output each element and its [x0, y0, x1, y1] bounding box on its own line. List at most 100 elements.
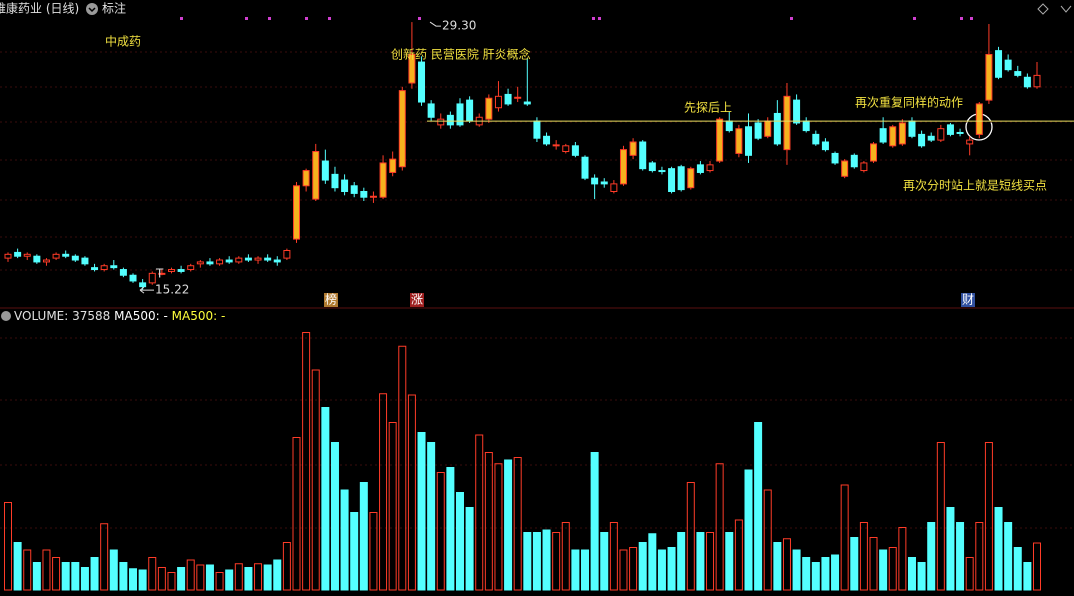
candle-body	[764, 120, 772, 137]
volume-bar	[234, 563, 243, 591]
volume-bar	[638, 542, 647, 591]
candle-body	[1033, 74, 1041, 88]
volume-bar	[657, 549, 666, 591]
candle-body	[687, 168, 695, 189]
volume-bar	[494, 463, 503, 591]
candle-body	[177, 269, 185, 272]
volume-header-part: -	[163, 309, 167, 323]
volume-bar	[52, 557, 61, 591]
menu-label[interactable]: 标注	[102, 1, 126, 16]
candle-body	[81, 257, 89, 265]
candle-body	[360, 190, 368, 198]
volume-bar	[148, 557, 157, 591]
volume-bar	[61, 562, 70, 591]
volume-bar	[350, 512, 359, 591]
candle-body	[23, 253, 31, 257]
volume-header: VOLUME: 37588 MA500: - MA500: -	[14, 309, 225, 323]
badge-bg	[961, 293, 975, 307]
badge: 榜	[325, 292, 337, 307]
candle-body	[706, 164, 714, 172]
candle-body	[754, 122, 762, 139]
candle-body	[466, 99, 474, 122]
volume-bar	[956, 522, 965, 591]
volume-bar	[302, 332, 311, 591]
candle-body	[62, 253, 70, 257]
volume-bar	[763, 489, 772, 591]
candle-body	[446, 114, 454, 126]
volume-bar	[609, 522, 618, 591]
stock-title: 维康药业 (日线)	[0, 1, 79, 16]
volume-bar	[455, 492, 464, 591]
volume-bar	[792, 549, 801, 591]
candle-body	[677, 166, 685, 191]
volume-bar	[282, 542, 291, 591]
volume-bar	[273, 559, 282, 591]
volume-bar	[581, 549, 590, 591]
candle-body	[293, 185, 301, 240]
candle-body	[562, 145, 570, 153]
candle-body	[783, 95, 791, 151]
volume-bar	[1004, 522, 1013, 591]
annotation: 先探后上	[684, 101, 732, 115]
candle-body	[898, 122, 906, 145]
volume-bar	[340, 489, 349, 591]
volume-bar	[571, 549, 580, 591]
candle-body	[725, 120, 733, 132]
volume-bar	[821, 557, 830, 591]
volume-bar	[802, 557, 811, 591]
volume-bar	[504, 459, 513, 591]
candle-body	[350, 185, 358, 194]
volume-bar	[71, 562, 80, 591]
volume-bar	[119, 562, 128, 591]
volume-bar	[725, 532, 734, 591]
volume-bar	[254, 563, 263, 591]
volume-bar	[696, 532, 705, 591]
candle-body	[418, 61, 426, 103]
volume-bar	[513, 457, 522, 591]
candle-body	[619, 149, 627, 185]
volume-bar	[167, 572, 176, 591]
chevron	[88, 7, 96, 13]
volume-bar	[90, 557, 99, 591]
annotation: 再次重复同样的动作	[855, 95, 963, 110]
candle-body	[985, 53, 993, 101]
candle-body	[4, 253, 12, 259]
candle-body	[793, 99, 801, 124]
volume-menu-icon[interactable]	[1, 311, 11, 321]
candle-body	[860, 162, 868, 172]
candle-body	[379, 162, 387, 198]
collapse-icon[interactable]	[1060, 5, 1072, 13]
candle-body	[975, 103, 983, 135]
volume-bar	[965, 557, 974, 591]
candle-body	[629, 141, 637, 156]
volume-bar	[667, 547, 676, 591]
candle-body	[321, 160, 329, 181]
event-dot	[268, 17, 271, 20]
candle-body	[841, 160, 849, 177]
volume-bar	[927, 522, 936, 591]
diamond-icon[interactable]	[1037, 3, 1049, 15]
volume-bar	[475, 434, 484, 591]
volume-bar	[773, 542, 782, 591]
candle-body	[812, 133, 820, 145]
candle-body	[302, 170, 310, 187]
volume-bar	[42, 549, 51, 591]
max-pointer	[429, 21, 441, 27]
candle-body	[966, 139, 974, 145]
volume-bar	[523, 532, 532, 591]
candle-body	[206, 261, 214, 265]
menu-icon[interactable]	[86, 3, 98, 15]
volume-bar	[859, 522, 868, 591]
candle-body	[802, 120, 810, 132]
volume-bar	[177, 567, 186, 591]
volume-bar	[600, 532, 609, 591]
volume-bar	[388, 422, 397, 591]
candle-body	[369, 195, 377, 198]
volume-bar	[648, 533, 657, 591]
volume-bar	[446, 467, 455, 591]
volume-bar	[869, 537, 878, 591]
candle-body	[196, 261, 204, 265]
volume-bar	[715, 463, 724, 591]
volume-bar	[744, 469, 753, 591]
candle-body	[42, 259, 50, 263]
